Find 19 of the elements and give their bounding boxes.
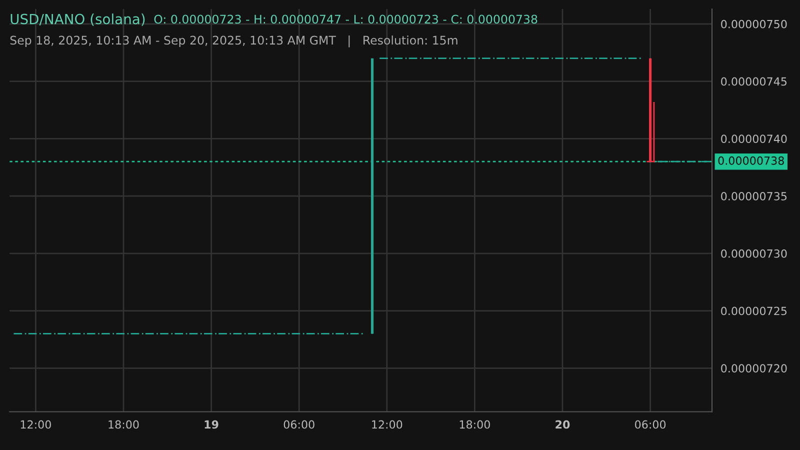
y-tick-label: 0.00000750 — [721, 20, 787, 28]
x-tick-label: 06:00 — [635, 420, 666, 429]
x-tick-label: 12:00 — [372, 420, 402, 429]
text: Sep 18, 2025, 10:13 AM - Sep 20, 2025, 10:13 AM GMT | Resolution: 15m — [10, 35, 458, 48]
x-tick-label: 19 — [204, 420, 218, 429]
x-tick-label: 12:00 — [20, 420, 51, 429]
y-tick-label: 0.00000740 — [721, 134, 787, 144]
annotation: O: 0.00000723 - H: 0.00000747 - L: 0.00000723 - C: 0.00000738 — [154, 14, 538, 24]
x-tick-label: 18:00 — [108, 420, 139, 429]
y-tick-label: 0.00000730 — [721, 249, 787, 258]
x-tick-label: 06:00 — [284, 420, 314, 429]
y-tick-label: 0.00000735 — [721, 192, 787, 200]
chart-title: USD/NANO (solana) — [10, 14, 145, 26]
x-tick-label: 20 — [556, 420, 570, 429]
y-tick-label: 0.00000745 — [721, 77, 787, 86]
y-tick-label: 0.00000720 — [721, 364, 787, 373]
ref-line-label: 0.00000738 — [718, 156, 784, 165]
x-tick-label: 18:00 — [460, 420, 490, 429]
y-tick-label: 0.00000725 — [721, 306, 787, 316]
